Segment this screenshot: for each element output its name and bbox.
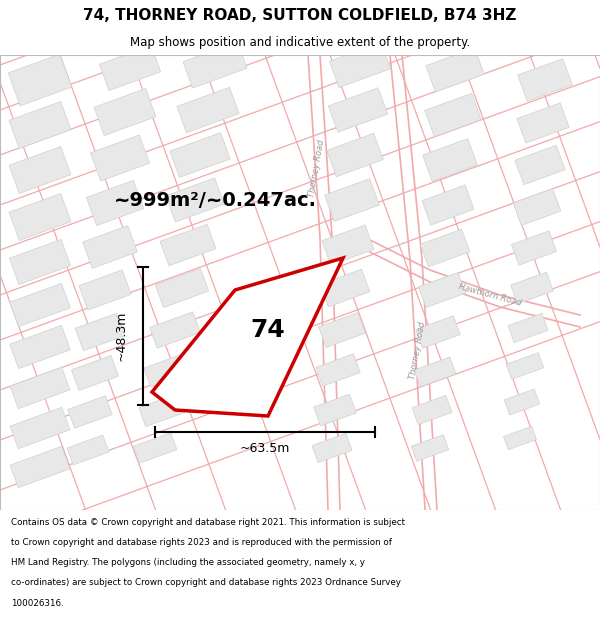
Bar bbox=[314, 394, 356, 426]
Bar bbox=[511, 272, 553, 304]
Text: Contains OS data © Crown copyright and database right 2021. This information is : Contains OS data © Crown copyright and d… bbox=[11, 518, 405, 527]
Bar bbox=[426, 48, 484, 92]
Bar bbox=[155, 269, 209, 308]
Bar bbox=[10, 368, 70, 409]
Bar bbox=[10, 446, 70, 488]
Bar bbox=[9, 101, 71, 149]
Bar bbox=[508, 313, 548, 342]
Bar bbox=[160, 224, 216, 266]
Bar bbox=[71, 356, 118, 391]
Bar bbox=[419, 272, 466, 308]
Bar bbox=[411, 434, 449, 461]
Bar bbox=[511, 231, 557, 265]
Polygon shape bbox=[152, 258, 343, 416]
Text: to Crown copyright and database rights 2023 and is reproduced with the permissio: to Crown copyright and database rights 2… bbox=[11, 538, 392, 547]
Bar bbox=[319, 312, 365, 348]
Bar bbox=[316, 354, 360, 386]
Bar bbox=[325, 179, 379, 221]
Bar bbox=[67, 435, 109, 465]
Text: HM Land Registry. The polygons (including the associated geometry, namely x, y: HM Land Registry. The polygons (includin… bbox=[11, 558, 365, 568]
Bar bbox=[144, 353, 192, 387]
Bar bbox=[170, 132, 230, 178]
Bar bbox=[420, 229, 470, 267]
Bar bbox=[83, 226, 137, 268]
Bar bbox=[10, 239, 71, 284]
Bar bbox=[139, 393, 185, 427]
Bar bbox=[328, 88, 388, 132]
Bar bbox=[518, 59, 572, 101]
Text: ~63.5m: ~63.5m bbox=[240, 441, 290, 454]
Bar bbox=[327, 133, 383, 177]
Bar bbox=[416, 316, 460, 348]
Bar bbox=[10, 408, 70, 449]
Bar bbox=[504, 389, 540, 415]
Bar bbox=[149, 312, 200, 348]
Bar bbox=[166, 178, 224, 222]
Bar bbox=[312, 433, 352, 462]
Bar bbox=[91, 135, 149, 181]
Bar bbox=[177, 88, 239, 132]
Bar bbox=[79, 270, 131, 310]
Text: Hawthorn Road: Hawthorn Road bbox=[458, 282, 523, 308]
Bar bbox=[9, 194, 71, 241]
Bar bbox=[422, 139, 478, 181]
Bar bbox=[517, 103, 569, 143]
Text: Thorney Road: Thorney Road bbox=[307, 139, 326, 198]
Text: Thorney Road: Thorney Road bbox=[409, 321, 428, 381]
Bar bbox=[75, 313, 125, 351]
Bar bbox=[8, 54, 72, 106]
Text: 74, THORNEY ROAD, SUTTON COLDFIELD, B74 3HZ: 74, THORNEY ROAD, SUTTON COLDFIELD, B74 … bbox=[83, 8, 517, 23]
Bar bbox=[133, 432, 177, 463]
Bar bbox=[10, 326, 70, 369]
Bar bbox=[68, 396, 112, 428]
Bar bbox=[320, 269, 370, 307]
Text: 100026316.: 100026316. bbox=[11, 599, 64, 608]
Bar bbox=[422, 185, 474, 225]
Bar bbox=[425, 93, 481, 137]
Bar bbox=[329, 42, 391, 88]
Bar bbox=[503, 426, 536, 450]
Text: Map shows position and indicative extent of the property.: Map shows position and indicative extent… bbox=[130, 36, 470, 49]
Bar bbox=[513, 189, 561, 226]
Text: co-ordinates) are subject to Crown copyright and database rights 2023 Ordnance S: co-ordinates) are subject to Crown copyr… bbox=[11, 578, 401, 587]
Bar bbox=[515, 145, 565, 185]
Bar bbox=[414, 357, 456, 387]
Bar bbox=[100, 46, 161, 91]
Bar bbox=[94, 89, 156, 136]
Bar bbox=[9, 146, 71, 194]
Bar bbox=[322, 225, 374, 265]
Bar bbox=[412, 396, 452, 424]
Bar bbox=[183, 42, 247, 88]
Bar bbox=[86, 181, 143, 226]
Bar bbox=[506, 352, 544, 379]
Text: 74: 74 bbox=[251, 318, 286, 342]
Text: ~999m²/~0.247ac.: ~999m²/~0.247ac. bbox=[113, 191, 317, 209]
Text: ~48.3m: ~48.3m bbox=[115, 311, 128, 361]
Bar bbox=[10, 283, 70, 327]
